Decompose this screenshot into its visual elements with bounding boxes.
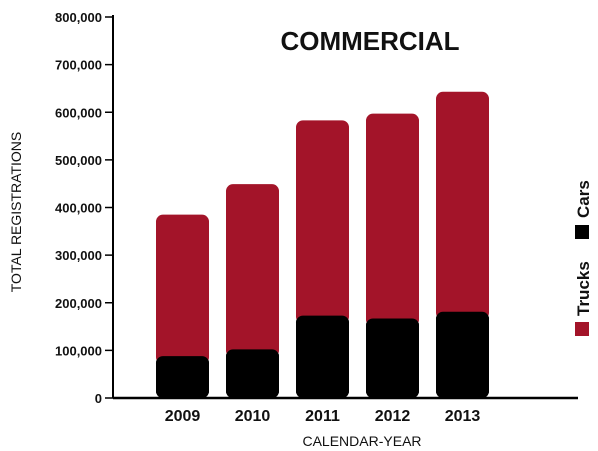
chart-title: COMMERCIAL xyxy=(280,26,459,56)
legend-group: Trucks Cars xyxy=(574,180,593,336)
y-axis: 0 100,000 200,000 300,000 400,000 500,000 600,… xyxy=(55,10,114,406)
legend-swatch-trucks xyxy=(575,322,589,336)
legend-label-trucks: Trucks xyxy=(574,261,593,316)
y-tick-label: 800,000 xyxy=(55,10,102,25)
bar-trucks-2010 xyxy=(226,184,279,358)
y-tick-label: 0 xyxy=(95,391,102,406)
legend-label-cars: Cars xyxy=(574,180,593,218)
x-axis: 2009 2010 2011 2012 2013 xyxy=(113,396,578,425)
bars xyxy=(156,91,489,398)
bar-cars-2012-front xyxy=(366,318,419,398)
bar-trucks-2013 xyxy=(436,91,489,320)
y-tick-label: 700,000 xyxy=(55,58,102,73)
y-tick-label: 400,000 xyxy=(55,201,102,216)
x-category-label: 2010 xyxy=(235,408,271,425)
bar-cars-2013-front xyxy=(436,311,489,398)
x-category-label: 2011 xyxy=(305,408,340,425)
y-tick-label: 200,000 xyxy=(55,296,102,311)
x-category-label: 2012 xyxy=(375,408,411,425)
y-tick-label: 500,000 xyxy=(55,153,102,168)
y-tick-label: 600,000 xyxy=(55,105,102,120)
x-axis-title: CALENDAR-YEAR xyxy=(302,433,421,449)
legend: Trucks Cars xyxy=(574,180,593,336)
bar-trucks-2012 xyxy=(366,113,419,327)
bar-trucks-2011 xyxy=(296,120,349,324)
x-category-label: 2009 xyxy=(165,408,201,425)
bar-trucks-2009 xyxy=(156,214,209,365)
y-tick-label: 300,000 xyxy=(55,248,102,263)
y-axis-title: TOTAL REGISTRATIONS xyxy=(8,132,24,293)
x-category-label: 2013 xyxy=(445,408,481,425)
bar-cars-2010-front xyxy=(226,349,279,398)
bar-cars-2011-front xyxy=(296,315,349,398)
y-tick-label: 100,000 xyxy=(55,343,102,358)
legend-swatch-cars xyxy=(575,225,589,239)
bar-cars-2009-front xyxy=(156,356,209,398)
